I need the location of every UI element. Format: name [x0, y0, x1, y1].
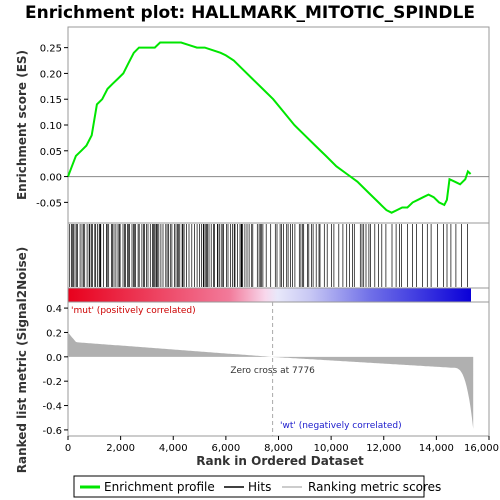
legend-label-enrichment: Enrichment profile	[104, 480, 215, 494]
ranking-color-bar	[68, 288, 471, 302]
x-tick-label: 8,000	[264, 443, 293, 454]
metric-y-tick-label: 0.4	[46, 304, 62, 315]
legend-box	[73, 475, 425, 498]
es-y-tick-label: 0.15	[40, 95, 62, 106]
metric-y-axis: -0.6 -0.4 -0.2 0.0 0.2 0.4	[42, 304, 68, 437]
metric-y-tick-label: -0.6	[42, 426, 62, 437]
x-tick-label: 2,000	[106, 443, 135, 454]
legend: Enrichment profile Hits Ranking metric s…	[73, 475, 441, 498]
es-panel	[67, 26, 490, 224]
legend-label-hits: Hits	[248, 480, 271, 494]
es-y-tick-label: 0.10	[40, 121, 62, 132]
legend-label-ranking: Ranking metric scores	[308, 480, 441, 494]
x-tick-label: 12,000	[366, 443, 401, 454]
es-y-tick-label: -0.05	[36, 198, 62, 209]
x-tick-label: 0	[65, 443, 71, 454]
enrichment-profile-line	[67, 41, 472, 214]
metric-y-tick-label: 0.0	[46, 353, 62, 364]
es-y-tick-label: 0.25	[40, 44, 62, 55]
es-y-tick-label: 0.20	[40, 69, 62, 80]
x-axis-label: Rank in Ordered Dataset	[196, 454, 364, 468]
hits-panel	[67, 222, 490, 289]
x-tick-label: 4,000	[159, 443, 188, 454]
x-tick-label: 16,000	[464, 443, 499, 454]
es-y-tick-label: 0.05	[40, 147, 62, 158]
metric-y-tick-label: -0.4	[42, 402, 62, 413]
metric-y-tick-label: 0.2	[46, 328, 62, 339]
es-y-axis: -0.05 0.00 0.05 0.10 0.15 0.20 0.25	[36, 44, 68, 209]
zero-cross-label: Zero cross at 7776	[230, 366, 315, 376]
x-tick-label: 6,000	[212, 443, 241, 454]
positive-correlation-label: 'mut' (positively correlated)	[71, 306, 196, 316]
metric-y-tick-label: -0.2	[42, 377, 62, 388]
es-y-tick-label: 0.00	[40, 173, 62, 184]
metric-y-axis-label: Ranked list metric (Signal2Noise)	[15, 247, 29, 474]
ranking-metric-area	[68, 332, 474, 429]
negative-correlation-label: 'wt' (negatively correlated)	[280, 421, 402, 431]
x-tick-label: 14,000	[419, 443, 454, 454]
x-tick-label: 10,000	[314, 443, 349, 454]
chart-title: Enrichment plot: HALLMARK_MITOTIC_SPINDL…	[25, 3, 475, 23]
es-y-axis-label: Enrichment score (ES)	[15, 50, 29, 200]
metric-panel	[67, 301, 490, 437]
hit-markers	[69, 224, 468, 287]
x-axis: 0 2,000 4,000 6,000 8,000 10,000 12,000 14,000 1…	[65, 436, 499, 454]
